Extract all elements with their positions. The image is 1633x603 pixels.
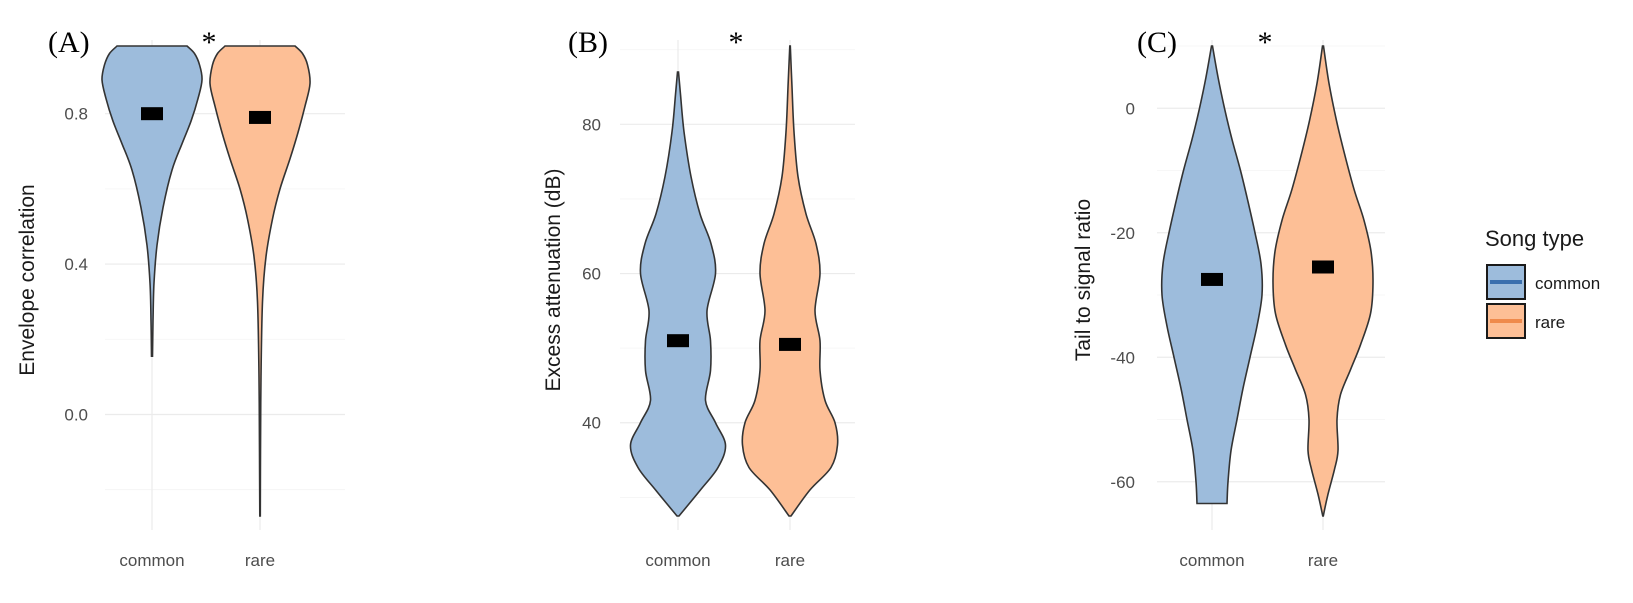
median-marker-rare <box>1312 260 1334 274</box>
y-tick-label: 40 <box>582 414 601 433</box>
legend: Song type common rare <box>1485 226 1600 339</box>
y-axis-title: Envelope correlation <box>16 184 39 375</box>
y-tick-label: 60 <box>582 265 601 284</box>
legend-key-common <box>1486 264 1526 300</box>
violin-common <box>101 45 203 357</box>
y-axis-title: Excess attenuation (dB) <box>542 169 565 392</box>
y-axis-title: Tail to signal ratio <box>1072 199 1095 361</box>
panel-label: (A) <box>48 26 90 59</box>
legend-label-common: common <box>1535 274 1600 293</box>
y-tick-label: 80 <box>582 115 601 134</box>
x-tick-label-rare: rare <box>1308 551 1338 570</box>
y-tick-label: 0.4 <box>64 255 88 274</box>
x-tick-label-rare: rare <box>775 551 805 570</box>
median-marker-common <box>667 334 689 348</box>
x-tick-label-common: common <box>645 551 710 570</box>
x-tick-label-rare: rare <box>245 551 275 570</box>
legend-title: Song type <box>1485 226 1584 251</box>
x-tick-label-common: common <box>119 551 184 570</box>
panel-label: (B) <box>568 26 608 59</box>
median-marker-common <box>141 107 163 121</box>
panel-a: 0.0 0.4 0.8 common rare (A) * Envelope correlat… <box>16 26 345 570</box>
violin-rare <box>741 45 839 517</box>
y-tick-label: -40 <box>1110 348 1135 367</box>
panel-label: (C) <box>1137 26 1177 59</box>
legend-key-rare <box>1486 303 1526 339</box>
violin-rare <box>209 45 311 517</box>
violin-rare <box>1272 45 1374 517</box>
y-tick-label: 0.0 <box>64 405 88 424</box>
legend-label-rare: rare <box>1535 313 1565 332</box>
violin-common <box>629 71 727 517</box>
median-marker-common <box>1201 272 1223 286</box>
y-tick-label: -20 <box>1110 224 1135 243</box>
panel-b: 40 60 80 common rare (B) * Excess attenuation (… <box>542 26 855 570</box>
y-tick-label: 0.8 <box>64 105 88 124</box>
median-marker-rare <box>779 337 801 351</box>
y-tick-label: -60 <box>1110 473 1135 492</box>
panel-c: -60 -40 -20 0 common rare (C) * Tail to signal r… <box>1072 26 1385 570</box>
y-tick-label: 0 <box>1126 99 1135 118</box>
median-marker-rare <box>249 110 271 124</box>
significance-star: * <box>1258 26 1273 59</box>
significance-star: * <box>729 26 744 59</box>
significance-star: * <box>202 26 217 59</box>
x-tick-label-common: common <box>1179 551 1244 570</box>
